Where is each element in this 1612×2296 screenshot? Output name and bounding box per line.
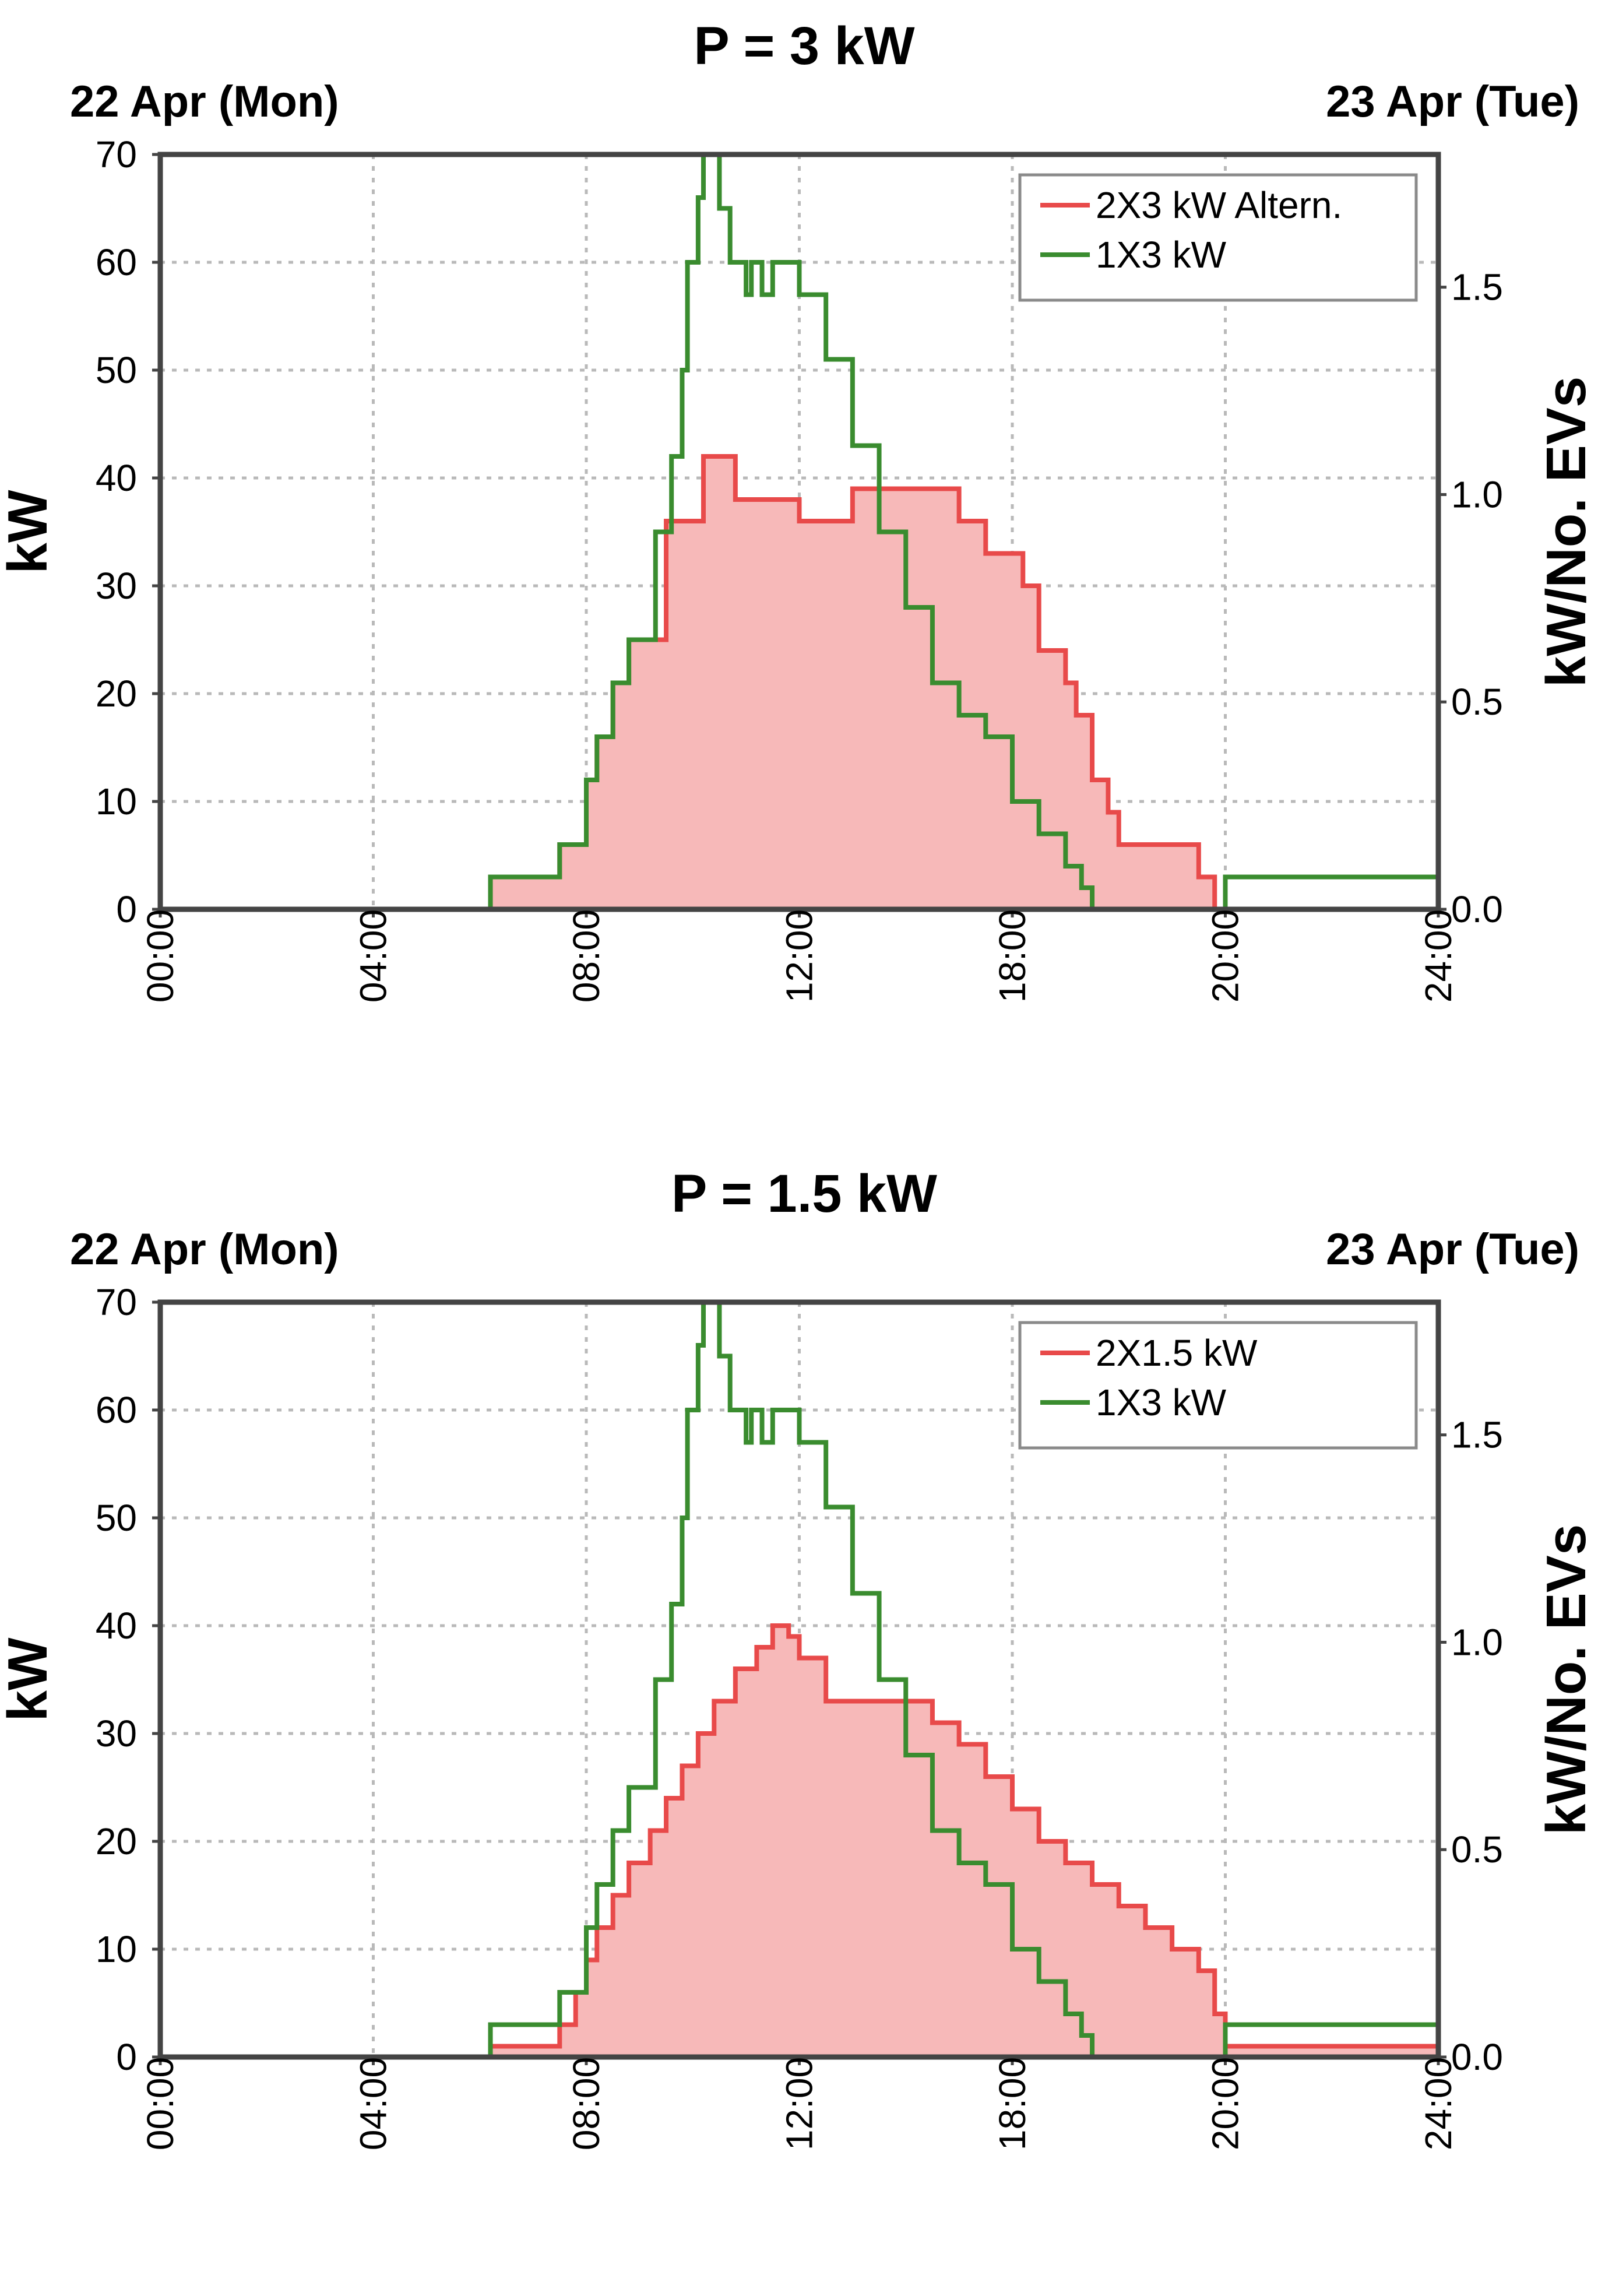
legend-label-1: 1X3 kW xyxy=(1096,234,1227,276)
y-tick-label: 20 xyxy=(96,673,137,715)
y-tick-label: 30 xyxy=(96,1713,137,1754)
x-tick-label: 00:00 xyxy=(139,2057,181,2150)
chart-svg-0: P = 3 kW 22 Apr (Mon) 23 Apr (Tue) 70 60 50 40… xyxy=(0,16,1597,1003)
series-fill-0 xyxy=(160,456,1438,909)
x-tick-label: 20:00 xyxy=(1205,2057,1247,2150)
y-tick-label: 0 xyxy=(116,888,137,930)
date-left-label: 22 Apr (Mon) xyxy=(70,1225,339,1274)
grid xyxy=(160,154,1438,909)
x-tick-label: 00:00 xyxy=(139,909,181,1003)
legend-label-0: 2X3 kW Altern. xyxy=(1096,184,1342,226)
y-tick-label: 70 xyxy=(96,133,137,175)
legend-box xyxy=(1018,1321,1418,1450)
series-line-1 xyxy=(160,1300,1438,2059)
y-tick-label: 10 xyxy=(96,780,137,822)
chart-title: P = 3 kW xyxy=(694,16,914,76)
x-tick-label: 18:00 xyxy=(991,2057,1033,2150)
x-tick-label: 12:00 xyxy=(779,909,821,1003)
chart-title: P = 1.5 kW xyxy=(671,1164,937,1223)
series-fill-0 xyxy=(160,1626,1438,2057)
y-right-tick-label: 1.5 xyxy=(1451,1414,1503,1456)
y-axis-label: kW xyxy=(0,490,59,574)
y-tick-label: 0 xyxy=(116,2036,137,2078)
x-tick-label: 24:00 xyxy=(1417,909,1459,1003)
series-line-1 xyxy=(160,152,1438,912)
x-tick-label: 08:00 xyxy=(565,909,607,1003)
y-tick-label: 10 xyxy=(96,1928,137,1970)
legend-box xyxy=(1018,173,1418,302)
legend: 2X3 kW Altern. 1X3 kW xyxy=(1018,173,1418,302)
y-tick-label: 70 xyxy=(96,1281,137,1323)
y-right-tick-label: 0.0 xyxy=(1451,888,1503,930)
x-tick-label: 20:00 xyxy=(1205,909,1247,1003)
y-tick-label: 40 xyxy=(96,1605,137,1647)
y-right-tick-label: 1.0 xyxy=(1451,473,1503,515)
y-tick-label: 60 xyxy=(96,241,137,283)
date-right-label: 23 Apr (Tue) xyxy=(1326,1225,1579,1274)
x-tick-label: 18:00 xyxy=(991,909,1033,1003)
y-tick-label: 40 xyxy=(96,457,137,499)
legend-label-0: 2X1.5 kW xyxy=(1096,1332,1258,1374)
y-right-tick-label: 0.0 xyxy=(1451,2036,1503,2078)
y-tick-label: 60 xyxy=(96,1389,137,1431)
legend-label-1: 1X3 kW xyxy=(1096,1381,1227,1423)
y-right-axis-label: kW/No. EVs xyxy=(1535,1524,1597,1835)
chart-panel-bottom: P = 1.5 kW 22 Apr (Mon) 23 Apr (Tue) 70 60 50… xyxy=(0,1148,1612,2295)
y-tick-label: 50 xyxy=(96,349,137,391)
y-right-tick-label: 1.5 xyxy=(1451,266,1503,308)
y-right-tick-label: 1.0 xyxy=(1451,1621,1503,1663)
date-right-label: 23 Apr (Tue) xyxy=(1326,77,1579,126)
date-left-label: 22 Apr (Mon) xyxy=(70,77,339,126)
y-tick-label: 30 xyxy=(96,565,137,607)
chart-svg-1: P = 1.5 kW 22 Apr (Mon) 23 Apr (Tue) 70 60 50… xyxy=(0,1164,1597,2150)
x-tick-label: 24:00 xyxy=(1417,2057,1459,2150)
x-tick-label: 12:00 xyxy=(779,2057,821,2150)
y-tick-label: 50 xyxy=(96,1497,137,1539)
y-tick-label: 20 xyxy=(96,1820,137,1862)
x-tick-label: 08:00 xyxy=(565,2057,607,2150)
x-tick-label: 04:00 xyxy=(353,909,395,1003)
y-right-tick-label: 0.5 xyxy=(1451,681,1503,723)
x-tick-label: 04:00 xyxy=(353,2057,395,2150)
y-axis-label: kW xyxy=(0,1637,59,1721)
series-line-0 xyxy=(160,1623,1438,2059)
y-right-tick-label: 0.5 xyxy=(1451,1829,1503,1870)
chart-panel-top: P = 3 kW 22 Apr (Mon) 23 Apr (Tue) 70 60 50 40… xyxy=(0,16,1597,1003)
y-right-axis-label: kW/No. EVs xyxy=(1535,377,1597,687)
legend: 2X1.5 kW 1X3 kW xyxy=(1018,1321,1418,1450)
